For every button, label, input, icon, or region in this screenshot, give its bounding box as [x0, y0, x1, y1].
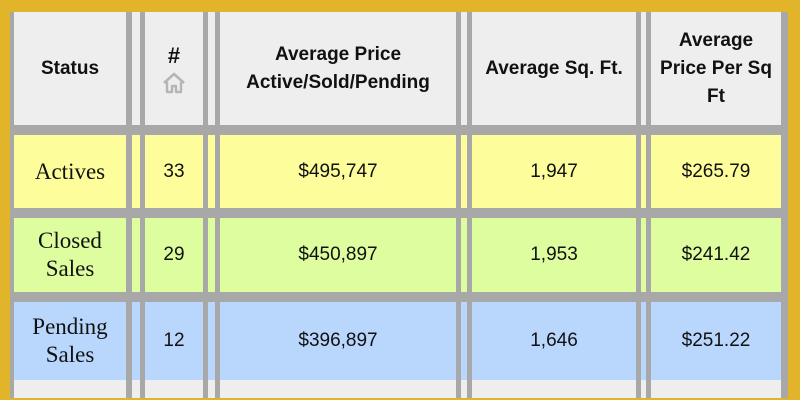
row-count: 12: [163, 330, 185, 351]
house-icon: [161, 71, 187, 95]
row-pending-bg: [10, 302, 788, 380]
row-closed-bg: [10, 218, 788, 292]
column-divider: [126, 12, 132, 398]
row-avg-sqft: 1,947: [530, 160, 578, 182]
row-avg-price: $495,747: [298, 160, 378, 182]
column-divider: [636, 12, 641, 398]
column-divider: [456, 12, 461, 398]
column-divider: [203, 12, 208, 398]
row-divider: [10, 125, 788, 135]
column-divider: [467, 12, 472, 398]
row-status: Closed Sales: [38, 228, 102, 281]
column-divider: [10, 12, 14, 398]
header-status: Status: [40, 57, 100, 79]
row-avg-sqft: 1,646: [530, 330, 578, 351]
row-avg-price: $450,897: [298, 244, 378, 265]
row-divider: [10, 208, 788, 218]
header-count-label: #: [167, 42, 181, 68]
header-avg-price: Average Price Active/Sold/Pending: [246, 43, 430, 93]
header-avg-ppsf: Average Price Per Sq Ft: [660, 29, 772, 107]
row-actives-bg: [10, 135, 788, 208]
row-avg-ppsf: $265.79: [681, 160, 751, 182]
row-status: Pending Sales: [32, 314, 108, 367]
column-divider: [215, 12, 220, 398]
row-avg-ppsf: $251.22: [681, 330, 751, 351]
row-avg-price: $396,897: [298, 330, 378, 351]
row-status: Actives: [34, 158, 106, 184]
row-count: 33: [163, 160, 185, 182]
column-divider: [646, 12, 651, 398]
header-count: #: [145, 12, 203, 125]
column-divider: [781, 12, 788, 398]
row-avg-ppsf: $241.42: [681, 244, 751, 265]
column-divider: [140, 12, 145, 398]
row-divider: [10, 292, 788, 302]
header-avg-sqft: Average Sq. Ft.: [485, 57, 623, 79]
row-count: 29: [163, 244, 185, 265]
row-avg-sqft: 1,953: [530, 244, 578, 265]
